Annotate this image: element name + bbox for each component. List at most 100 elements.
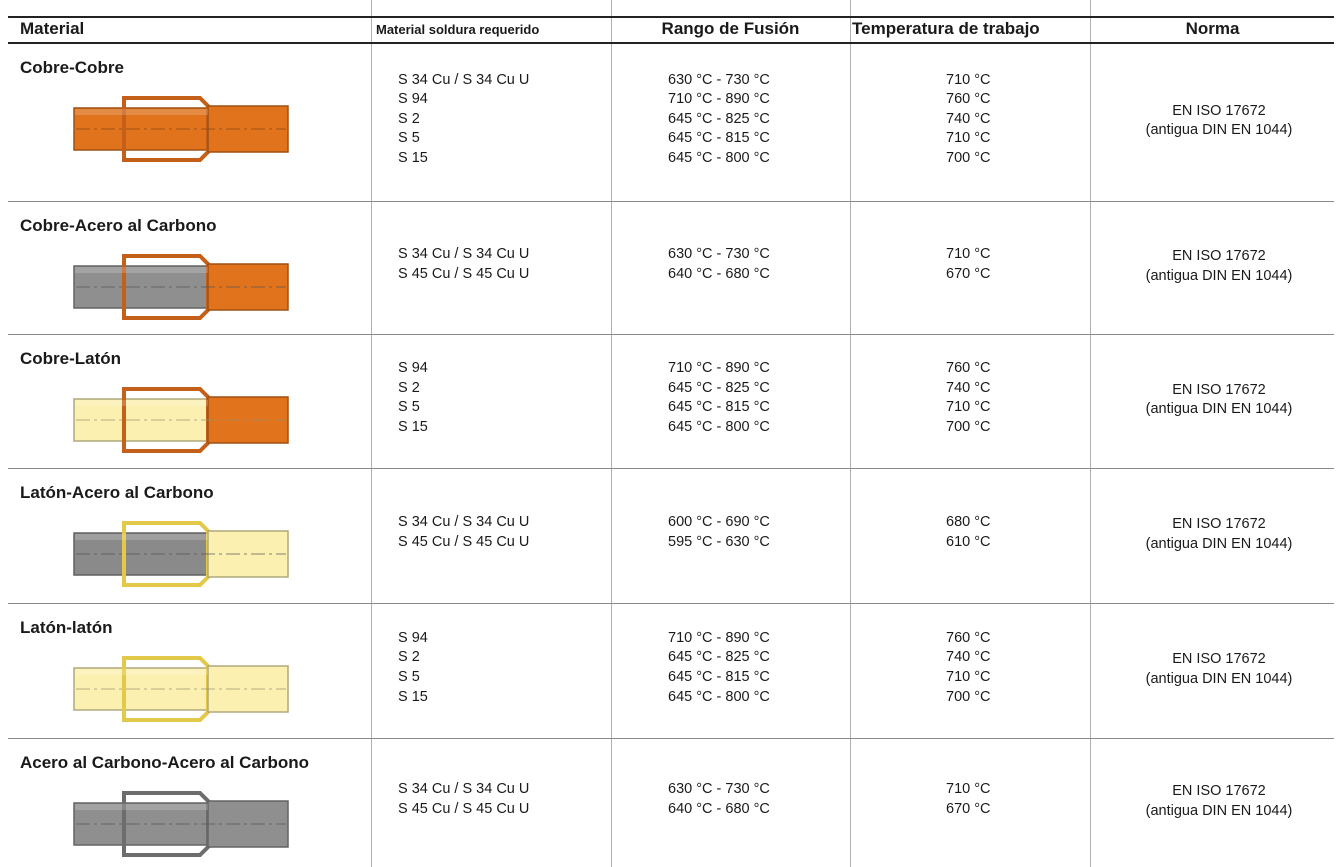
row-divider bbox=[8, 738, 1334, 739]
header-soldadura: Material soldura requerido bbox=[376, 21, 540, 37]
melting-range-list: 630 °C - 730 °C 710 °C - 890 °C 645 °C - 8… bbox=[668, 71, 770, 169]
melting-range-value: 645 °C - 815 °C bbox=[668, 668, 770, 685]
melting-range-list: 630 °C - 730 °C 640 °C - 680 °C bbox=[668, 780, 770, 819]
working-temp-value: 610 °C bbox=[946, 533, 991, 550]
joint-illustration bbox=[73, 656, 289, 722]
solder-value: S 15 bbox=[398, 419, 428, 436]
norma-line: EN ISO 17672 bbox=[1172, 381, 1266, 398]
solder-list: S 34 Cu / S 34 Cu U S 45 Cu / S 45 Cu U bbox=[398, 245, 529, 284]
melting-range-value: 600 °C - 690 °C bbox=[668, 514, 770, 531]
solder-value: S 34 Cu / S 34 Cu U bbox=[398, 71, 530, 88]
solder-list: S 94 S 2 S 5 S 15 bbox=[398, 359, 428, 437]
norma-line: (antigua DIN EN 1044) bbox=[1145, 535, 1293, 552]
working-temp-value: 670 °C bbox=[946, 800, 991, 817]
solder-list: S 34 Cu / S 34 Cu U S 45 Cu / S 45 Cu U bbox=[398, 780, 529, 819]
material-name: Cobre-Latón bbox=[20, 349, 122, 368]
header-bottom-border bbox=[8, 42, 1334, 44]
solder-value: S 5 bbox=[398, 668, 420, 685]
solder-value: S 94 bbox=[398, 91, 428, 108]
working-temp-list: 680 °C 610 °C bbox=[946, 513, 991, 552]
working-temp-value: 760 °C bbox=[946, 91, 991, 108]
norma-cell: EN ISO 17672 (antigua DIN EN 1044) bbox=[1104, 247, 1334, 286]
column-divider bbox=[611, 0, 612, 867]
working-temp-list: 760 °C 740 °C 710 °C 700 °C bbox=[946, 359, 991, 437]
working-temp-value: 700 °C bbox=[946, 419, 991, 436]
right-tube-laton bbox=[207, 530, 289, 578]
working-temp-value: 740 °C bbox=[946, 649, 991, 666]
solder-value: S 2 bbox=[398, 649, 420, 666]
melting-range-value: 630 °C - 730 °C bbox=[668, 246, 770, 263]
melting-range-value: 645 °C - 825 °C bbox=[668, 649, 770, 666]
working-temp-value: 710 °C bbox=[946, 130, 991, 147]
joint-illustration bbox=[73, 791, 289, 857]
working-temp-value: 710 °C bbox=[946, 246, 991, 263]
material-name: Cobre-Cobre bbox=[20, 58, 124, 77]
row-divider bbox=[8, 603, 1334, 604]
melting-range-value: 645 °C - 815 °C bbox=[668, 130, 770, 147]
working-temp-value: 710 °C bbox=[946, 668, 991, 685]
working-temp-list: 710 °C 670 °C bbox=[946, 780, 991, 819]
norma-cell: EN ISO 17672 (antigua DIN EN 1044) bbox=[1104, 102, 1334, 141]
tube-highlight bbox=[75, 669, 208, 675]
melting-range-value: 645 °C - 800 °C bbox=[668, 688, 770, 705]
column-divider bbox=[1090, 0, 1091, 867]
tube-highlight bbox=[75, 400, 208, 406]
column-divider bbox=[371, 0, 372, 867]
working-temp-value: 760 °C bbox=[946, 629, 991, 646]
working-temp-value: 670 °C bbox=[946, 265, 991, 282]
working-temp-value: 740 °C bbox=[946, 379, 991, 396]
melting-range-list: 630 °C - 730 °C 640 °C - 680 °C bbox=[668, 245, 770, 284]
solder-value: S 15 bbox=[398, 688, 428, 705]
melting-range-value: 640 °C - 680 °C bbox=[668, 800, 770, 817]
norma-cell: EN ISO 17672 (antigua DIN EN 1044) bbox=[1104, 650, 1334, 689]
working-temp-list: 710 °C 760 °C 740 °C 710 °C 700 °C bbox=[946, 71, 991, 169]
header-norma: Norma bbox=[1185, 19, 1240, 38]
melting-range-value: 710 °C - 890 °C bbox=[668, 629, 770, 646]
melting-range-value: 645 °C - 815 °C bbox=[668, 399, 770, 416]
working-temp-value: 710 °C bbox=[946, 781, 991, 798]
solder-value: S 2 bbox=[398, 110, 420, 127]
tube-highlight bbox=[75, 804, 208, 810]
working-temp-value: 740 °C bbox=[946, 110, 991, 127]
norma-cell: EN ISO 17672 (antigua DIN EN 1044) bbox=[1104, 515, 1334, 554]
melting-range-list: 710 °C - 890 °C 645 °C - 825 °C 645 °C - 8… bbox=[668, 629, 770, 707]
melting-range-value: 640 °C - 680 °C bbox=[668, 265, 770, 282]
joint-illustration bbox=[73, 521, 289, 587]
solder-value: S 94 bbox=[398, 360, 428, 377]
column-divider bbox=[850, 0, 851, 867]
tube-highlight bbox=[75, 267, 208, 273]
material-name: Latón-Acero al Carbono bbox=[20, 483, 214, 502]
working-temp-value: 680 °C bbox=[946, 514, 991, 531]
melting-range-value: 710 °C - 890 °C bbox=[668, 360, 770, 377]
solder-value: S 45 Cu / S 45 Cu U bbox=[398, 533, 530, 550]
working-temp-value: 710 °C bbox=[946, 71, 991, 88]
melting-range-value: 645 °C - 825 °C bbox=[668, 379, 770, 396]
melting-range-value: 710 °C - 890 °C bbox=[668, 91, 770, 108]
melting-range-value: 630 °C - 730 °C bbox=[668, 781, 770, 798]
working-temp-list: 710 °C 670 °C bbox=[946, 245, 991, 284]
solder-value: S 34 Cu / S 34 Cu U bbox=[398, 246, 530, 263]
header-temperatura: Temperatura de trabajo bbox=[852, 19, 1040, 38]
row-divider bbox=[8, 468, 1334, 469]
working-temp-value: 710 °C bbox=[946, 399, 991, 416]
norma-line: (antigua DIN EN 1044) bbox=[1145, 122, 1293, 139]
row-divider bbox=[8, 334, 1334, 335]
melting-range-value: 645 °C - 800 °C bbox=[668, 419, 770, 436]
right-tube-cobre bbox=[207, 105, 289, 153]
melting-range-value: 645 °C - 800 °C bbox=[668, 149, 770, 166]
solder-list: S 94 S 2 S 5 S 15 bbox=[398, 629, 428, 707]
norma-line: EN ISO 17672 bbox=[1172, 651, 1266, 668]
tube-highlight bbox=[75, 534, 208, 540]
solder-value: S 5 bbox=[398, 399, 420, 416]
norma-line: EN ISO 17672 bbox=[1172, 783, 1266, 800]
joint-illustration bbox=[73, 254, 289, 320]
norma-line: EN ISO 17672 bbox=[1172, 102, 1266, 119]
row-divider bbox=[8, 201, 1334, 202]
solder-value: S 34 Cu / S 34 Cu U bbox=[398, 514, 530, 531]
working-temp-list: 760 °C 740 °C 710 °C 700 °C bbox=[946, 629, 991, 707]
solder-value: S 34 Cu / S 34 Cu U bbox=[398, 781, 530, 798]
solder-value: S 15 bbox=[398, 149, 428, 166]
material-name: Latón-latón bbox=[20, 618, 113, 637]
solder-value: S 45 Cu / S 45 Cu U bbox=[398, 265, 530, 282]
norma-line: (antigua DIN EN 1044) bbox=[1145, 802, 1293, 819]
